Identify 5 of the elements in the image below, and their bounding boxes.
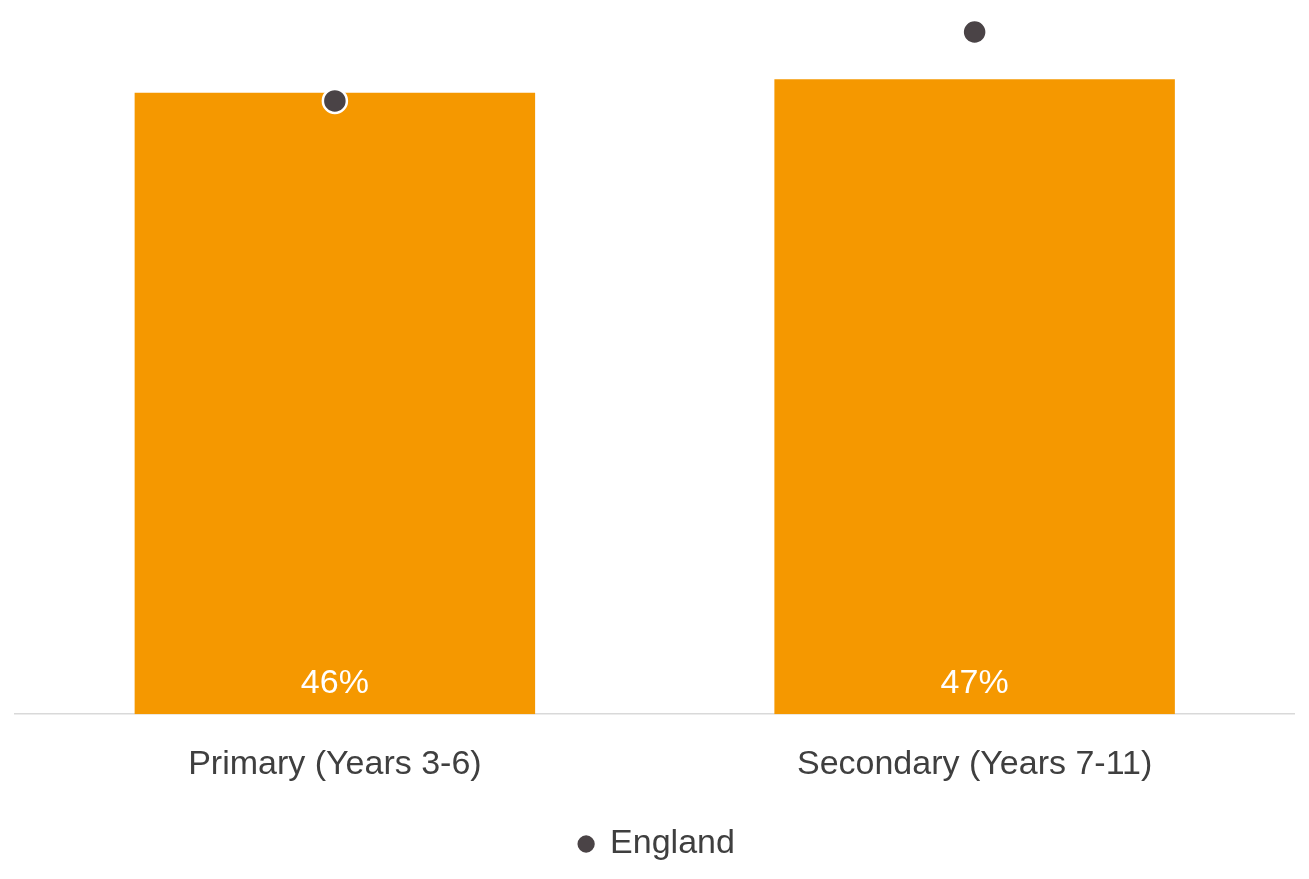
x-tick-label: Primary (Years 3-6) [188, 742, 482, 781]
data-label: 47% [940, 661, 1009, 700]
x-tick-label: Secondary (Years 7-11) [796, 742, 1153, 781]
data-label: 46% [300, 661, 369, 700]
legend-label: England [610, 822, 735, 861]
